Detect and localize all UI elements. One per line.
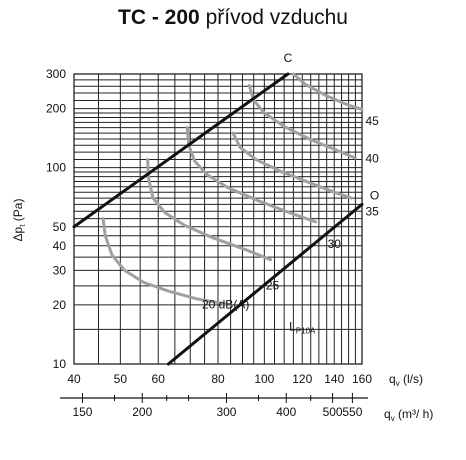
chart-grid (73, 73, 363, 365)
noise-curves (101, 72, 364, 307)
noise-curve (146, 158, 272, 262)
x-tick-label: 80 (211, 372, 225, 386)
boundary-lines (72, 72, 364, 366)
x2-tick-label: 400 (276, 405, 296, 419)
y-axis-label: Δpt (Pa) (11, 199, 27, 242)
noise-curve (101, 217, 233, 307)
x2-tick-label: 150 (72, 405, 92, 419)
noise-curve (231, 131, 353, 200)
x-tick-label: 40 (67, 372, 81, 386)
x-axis-ticks: 40 50 60 80 100 120 140 160 (67, 372, 372, 386)
noise-curve (247, 84, 357, 160)
annotation-n35: 35 (365, 205, 379, 219)
y-tick-label: 200 (46, 102, 66, 116)
x2-axis-ticks: 150 200 300 400 500 550 (60, 393, 368, 419)
annotation-lp: LP10A (289, 320, 316, 336)
x-tick-label: 50 (114, 372, 128, 386)
boundary-line (72, 72, 290, 229)
x-tick-label: 120 (292, 372, 312, 386)
annotation-o: O (370, 188, 379, 202)
annotation-n40: 40 (365, 152, 379, 166)
x-tick-label: 100 (254, 372, 274, 386)
annotation-n25: 25 (266, 278, 280, 292)
annotation-n20: 20 dB(A) (202, 297, 249, 311)
annotation-c: C (284, 51, 293, 65)
boundary-line (166, 202, 364, 366)
chart-annotations: C O 45 40 35 30 25 20 dB(A) LP10A (202, 51, 379, 335)
x-axis-label: qv (l/s) (389, 372, 423, 388)
y-tick-label: 100 (46, 161, 66, 175)
y-tick-label: 50 (53, 220, 67, 234)
x2-tick-label: 550 (342, 405, 362, 419)
chart-title-desc: přívod vzduchu (205, 6, 348, 29)
x-tick-label: 160 (352, 372, 372, 386)
y-axis-ticks: 10 20 30 40 50 100 200 300 (46, 67, 66, 371)
y-tick-label: 40 (53, 239, 67, 253)
chart-title: TC - 200 přívod vzduchu (0, 6, 466, 30)
x2-tick-label: 300 (216, 405, 236, 419)
x-tick-label: 140 (324, 372, 344, 386)
x2-tick-label: 500 (323, 405, 343, 419)
noise-curve (185, 126, 318, 224)
annotation-n30: 30 (328, 237, 342, 251)
y-tick-label: 20 (53, 298, 67, 312)
x2-axis-label: qv (m³/ h) (384, 407, 433, 423)
chart-title-model: TC - 200 (118, 6, 200, 29)
noise-curve (291, 72, 364, 111)
y-tick-label: 30 (53, 263, 67, 277)
y-tick-label: 300 (46, 67, 66, 81)
annotation-n45: 45 (365, 114, 379, 128)
x-tick-label: 60 (152, 372, 166, 386)
x2-tick-label: 200 (132, 405, 152, 419)
y-tick-label: 10 (53, 357, 67, 371)
